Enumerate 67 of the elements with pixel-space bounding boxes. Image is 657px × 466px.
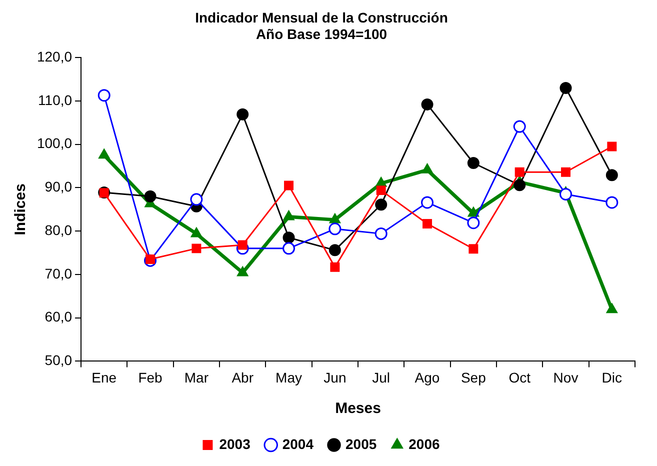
legend-label: 2004 — [282, 436, 314, 452]
point — [467, 216, 480, 230]
y-tick-label: 110,0 — [38, 92, 72, 108]
point — [146, 254, 156, 264]
point — [98, 148, 110, 159]
point — [236, 266, 248, 276]
x-tick-label: Abr — [232, 369, 254, 386]
x-tick-label: Feb — [138, 369, 163, 386]
point — [98, 89, 110, 102]
y-tick-label: 50,0 — [44, 352, 72, 368]
point — [468, 244, 478, 254]
point — [282, 242, 296, 255]
point — [514, 179, 526, 192]
point — [282, 232, 295, 244]
point — [144, 190, 156, 202]
point — [328, 244, 341, 256]
x-tick-label: Oct — [508, 369, 531, 386]
y-tick-label: 60,0 — [44, 308, 72, 325]
point — [606, 196, 618, 209]
point — [560, 82, 572, 94]
x-tick-label: May — [276, 369, 302, 386]
x-tick-label: Jun — [324, 369, 346, 386]
point — [421, 196, 434, 209]
x-tick-label: Mar — [184, 369, 209, 386]
point — [513, 120, 526, 133]
y-tick-label: 100,0 — [36, 135, 72, 152]
point — [238, 240, 248, 250]
y-axis-title: Indices — [12, 184, 30, 236]
legend-label: 2003 — [219, 436, 251, 452]
x-axis-title: Meses — [335, 400, 381, 418]
point — [560, 188, 572, 200]
point — [190, 193, 203, 206]
y-tick-label: 70,0 — [44, 265, 72, 282]
y-tick-label: 90,0 — [44, 178, 72, 195]
point — [606, 303, 618, 314]
legend-label: 2006 — [408, 436, 440, 452]
y-tick-label: 80,0 — [44, 222, 72, 238]
point — [606, 169, 618, 182]
point — [422, 218, 432, 228]
point — [607, 142, 617, 152]
x-tick-label: Sep — [460, 369, 486, 386]
x-tick-label: Dic — [602, 369, 622, 386]
point — [422, 163, 433, 174]
point — [328, 222, 342, 236]
point — [375, 198, 388, 211]
point — [376, 186, 386, 196]
point — [330, 262, 340, 272]
point — [329, 213, 341, 224]
x-tick-label: Jul — [372, 369, 390, 386]
point — [284, 180, 294, 190]
chart-subtitle: Año Base 1994=100 — [256, 26, 388, 42]
x-tick-label: Ene — [92, 369, 117, 386]
x-tick-label: Ago — [414, 369, 440, 386]
legend-label: 2005 — [346, 436, 377, 452]
point — [236, 108, 249, 120]
point — [374, 227, 388, 240]
chart-title: Indicador Mensual de la Construcción — [195, 9, 448, 26]
point — [561, 167, 570, 177]
point — [514, 167, 524, 177]
point — [467, 156, 480, 169]
y-tick-label: 120,0 — [36, 48, 72, 64]
point — [283, 210, 294, 220]
point — [468, 206, 480, 217]
x-tick-label: Nov — [553, 369, 578, 386]
point — [190, 227, 202, 238]
point — [421, 98, 434, 110]
point — [192, 244, 202, 254]
